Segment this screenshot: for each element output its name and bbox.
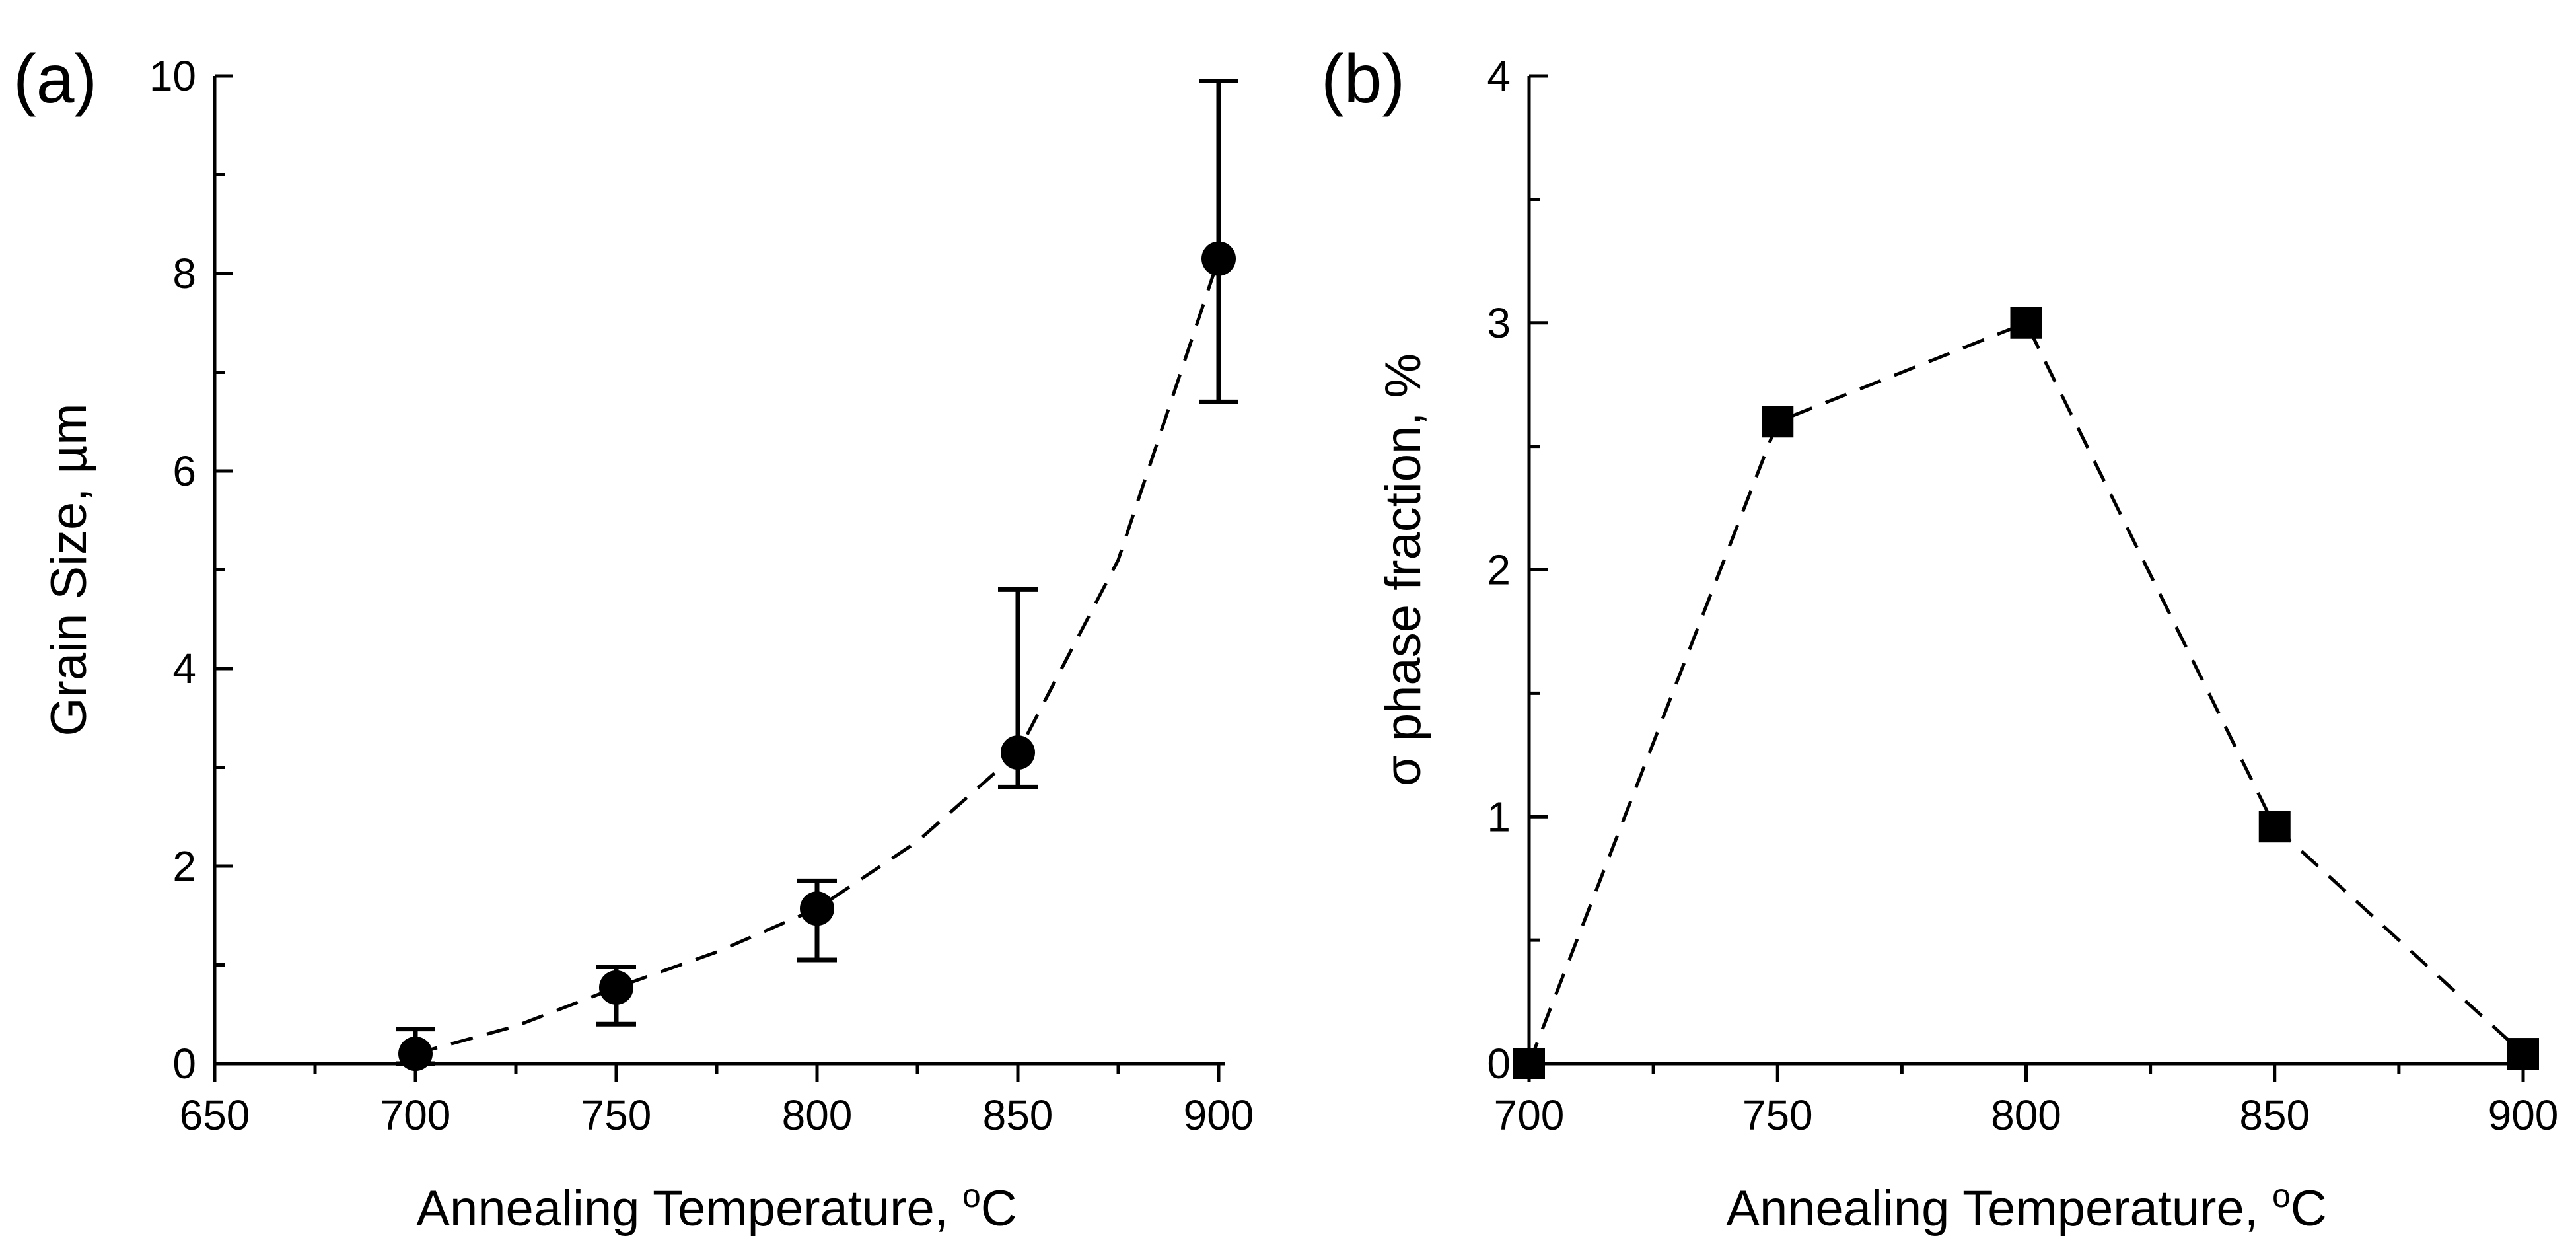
x-tick-label: 700	[1494, 1091, 1565, 1139]
x-tick-label: 750	[581, 1091, 652, 1139]
x-tick-label: 850	[2239, 1091, 2310, 1139]
y-tick-label: 6	[172, 447, 196, 495]
x-tick-label: 650	[180, 1091, 250, 1139]
y-tick-label: 4	[1487, 52, 1511, 100]
y-tick-label: 2	[172, 842, 196, 890]
y-tick-label: 10	[149, 52, 196, 100]
y-tick-label: 3	[1487, 299, 1511, 347]
x-tick-label: 700	[380, 1091, 451, 1139]
x-axis-title: Annealing Temperature, oC	[416, 1177, 1017, 1237]
y-axis-title: σ phase fraction, %	[1375, 353, 1431, 786]
y-tick-label: 0	[172, 1040, 196, 1087]
data-point	[398, 1037, 433, 1072]
panel-label: (a)	[13, 41, 97, 118]
dashed-trend-line	[1527, 320, 2524, 1064]
data-point	[1513, 1048, 1545, 1079]
degree-unit: C	[2291, 1181, 2327, 1237]
data-point	[800, 891, 834, 926]
panel-b: 700 750 800 850 900 0 1 2 3 4 Annealing Temperatur…	[1321, 41, 2558, 1237]
data-point	[1201, 241, 1236, 276]
data-point	[2258, 811, 2291, 843]
data-point	[2010, 307, 2042, 339]
y-tick-label: 1	[1487, 793, 1511, 840]
x-tick-label: 900	[1184, 1091, 1254, 1139]
panel-a: 650 700 750 800 850 900 0 2 4 6 8 10 Annealing Tempe…	[13, 41, 1254, 1237]
x-axis-title: Annealing Temperature, oC	[1726, 1177, 2326, 1237]
data-point	[1762, 406, 1794, 438]
x-tick-label: 850	[983, 1091, 1054, 1139]
data-point	[1001, 735, 1035, 770]
y-tick-label: 0	[1487, 1040, 1511, 1087]
data-point	[599, 970, 633, 1005]
x-tick-label: 900	[2488, 1091, 2559, 1139]
degree-superscript: o	[2272, 1177, 2291, 1214]
y-tick-label: 2	[1487, 546, 1511, 594]
x-tick-label: 800	[782, 1091, 853, 1139]
x-tick-label: 750	[1742, 1091, 1813, 1139]
y-axis-title: Grain Size, µm	[41, 403, 97, 736]
degree-unit: C	[981, 1181, 1017, 1237]
degree-superscript: o	[962, 1177, 981, 1214]
panel-label: (b)	[1321, 41, 1405, 118]
y-tick-label: 4	[172, 645, 196, 692]
y-tick-label: 8	[172, 250, 196, 297]
data-point	[2507, 1038, 2539, 1070]
x-tick-label: 800	[1991, 1091, 2061, 1139]
